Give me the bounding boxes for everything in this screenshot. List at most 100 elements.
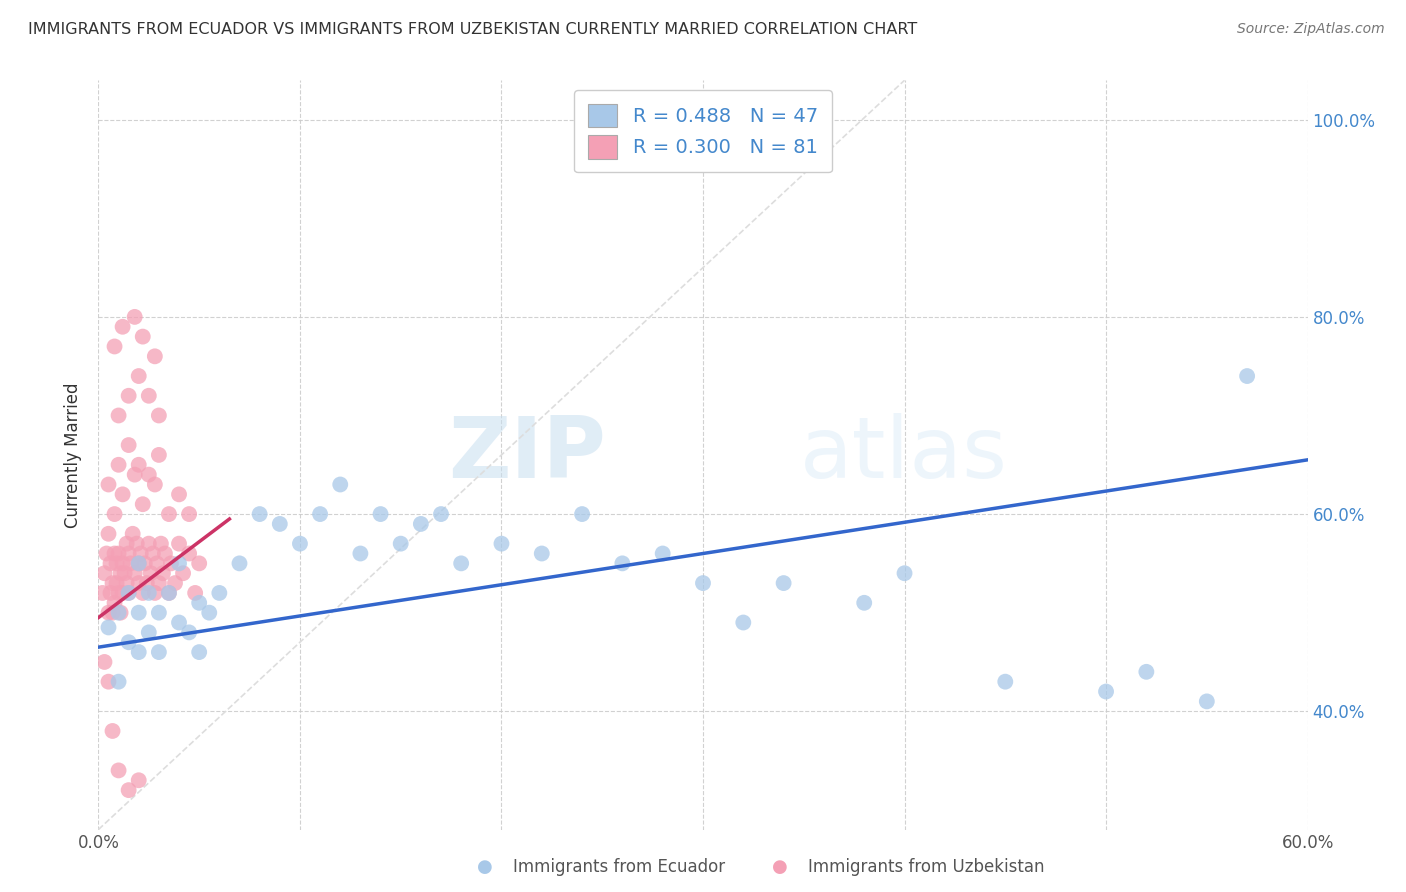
Point [103, 547, 125, 561]
Point [288, 536, 311, 550]
Point [188, 596, 211, 610]
Point [107, 764, 129, 778]
Point [138, 389, 160, 403]
Point [138, 467, 160, 482]
Point [124, 467, 146, 482]
Point [101, 576, 124, 591]
Point [110, 606, 132, 620]
Point [143, 586, 166, 600]
Point [128, 606, 150, 620]
Text: ZIP: ZIP [449, 413, 606, 497]
Point [370, 507, 392, 521]
Point [1135, 665, 1157, 679]
Point [149, 536, 172, 550]
Point [249, 507, 271, 521]
Text: Source: ZipAtlas.com: Source: ZipAtlas.com [1237, 22, 1385, 37]
Point [329, 477, 352, 491]
Point [491, 536, 513, 550]
Point [389, 536, 412, 550]
Point [111, 586, 134, 600]
Point [132, 497, 155, 511]
Point [107, 606, 129, 620]
Point [153, 547, 176, 561]
Point [100, 586, 122, 600]
Legend: R = 0.488   N = 47, R = 0.300   N = 81: R = 0.488 N = 47, R = 0.300 N = 81 [575, 90, 831, 172]
Point [188, 645, 211, 659]
Point [124, 566, 146, 581]
Point [121, 526, 143, 541]
Point [142, 547, 165, 561]
Point [115, 536, 138, 550]
Point [110, 566, 132, 581]
Point [124, 310, 146, 324]
Point [97, 620, 120, 634]
Point [179, 547, 201, 561]
Point [148, 448, 170, 462]
Point [148, 645, 170, 659]
Point [772, 576, 794, 591]
Point [128, 645, 150, 659]
Point [101, 606, 124, 620]
Point [994, 674, 1017, 689]
Point [157, 586, 180, 600]
Point [146, 557, 169, 571]
Y-axis label: Currently Married: Currently Married [65, 382, 83, 528]
Point [138, 625, 160, 640]
Point [128, 557, 150, 571]
Point [143, 349, 166, 363]
Point [91, 586, 114, 600]
Point [118, 438, 141, 452]
Point [1095, 684, 1118, 698]
Point [118, 547, 141, 561]
Point [612, 557, 634, 571]
Point [349, 547, 371, 561]
Point [167, 557, 190, 571]
Point [128, 773, 150, 788]
Point [188, 557, 211, 571]
Text: ●: ● [772, 858, 789, 876]
Point [409, 516, 432, 531]
Point [148, 576, 170, 591]
Point [105, 576, 128, 591]
Point [125, 536, 148, 550]
Text: IMMIGRANTS FROM ECUADOR VS IMMIGRANTS FROM UZBEKISTAN CURRENTLY MARRIED CORRELAT: IMMIGRANTS FROM ECUADOR VS IMMIGRANTS FR… [28, 22, 917, 37]
Point [97, 477, 120, 491]
Point [97, 526, 120, 541]
Point [114, 566, 136, 581]
Point [179, 625, 201, 640]
Point [430, 507, 453, 521]
Point [128, 369, 150, 384]
Point [128, 458, 150, 472]
Point [111, 319, 134, 334]
Point [100, 557, 122, 571]
Point [157, 507, 180, 521]
Point [107, 458, 129, 472]
Point [128, 576, 150, 591]
Point [132, 586, 155, 600]
Point [309, 507, 332, 521]
Point [167, 536, 190, 550]
Text: Immigrants from Uzbekistan: Immigrants from Uzbekistan [808, 858, 1045, 876]
Point [101, 723, 124, 738]
Point [115, 576, 138, 591]
Point [107, 674, 129, 689]
Point [571, 507, 593, 521]
Point [118, 783, 141, 797]
Point [148, 606, 170, 620]
Point [105, 557, 128, 571]
Point [96, 547, 118, 561]
Point [160, 557, 183, 571]
Point [163, 576, 186, 591]
Point [208, 586, 231, 600]
Point [111, 557, 134, 571]
Point [135, 576, 157, 591]
Point [138, 586, 160, 600]
Point [179, 507, 201, 521]
Point [228, 557, 250, 571]
Point [120, 557, 142, 571]
Point [129, 547, 152, 561]
Point [152, 566, 174, 581]
Point [118, 389, 141, 403]
Point [157, 586, 180, 600]
Point [853, 596, 876, 610]
